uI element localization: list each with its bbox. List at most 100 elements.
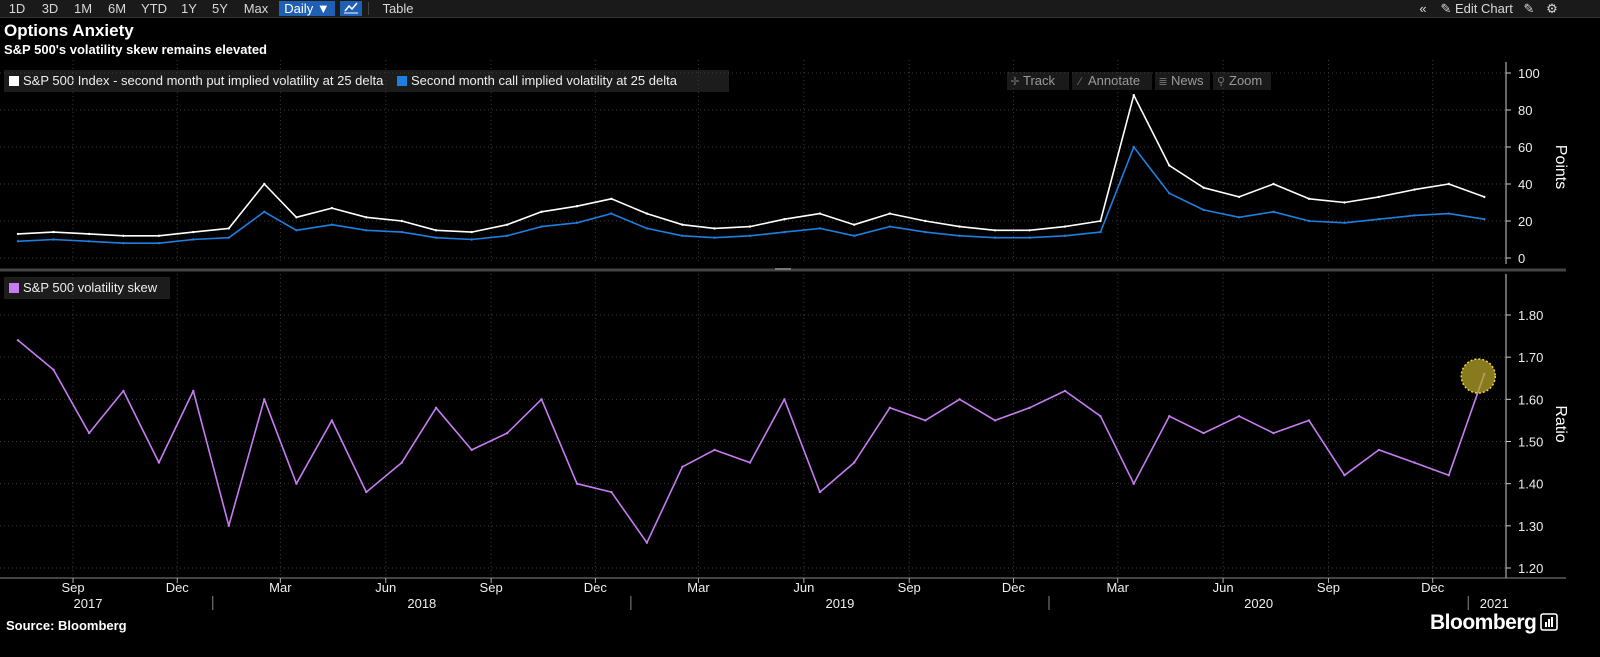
zoom-tool-button[interactable]: ⚲ Zoom [1213, 72, 1271, 90]
data-point [400, 461, 403, 464]
data-point [1307, 197, 1311, 200]
x-tick-label: Dec [1002, 580, 1026, 595]
data-point [645, 212, 649, 215]
year-label: 2021 [1480, 596, 1509, 611]
data-point [1343, 474, 1346, 477]
collapse-left-icon[interactable]: « [1419, 1, 1427, 16]
data-point [888, 225, 891, 228]
latest-value-marker [1460, 358, 1497, 394]
range-1y-button[interactable]: 1Y [181, 1, 197, 16]
top-chart-legend: S&P 500 Index - second month put implied… [4, 70, 729, 92]
data-point [1132, 94, 1136, 97]
magnifier-icon: ⚲ [1216, 76, 1226, 88]
track-tool-label: Track [1023, 73, 1056, 88]
range-3d-button[interactable]: 3D [41, 1, 59, 16]
frequency-label: Daily [284, 1, 314, 16]
range-1d-button[interactable]: 1D [8, 1, 26, 16]
range-1m-button[interactable]: 1M [73, 1, 93, 16]
data-point [16, 232, 20, 236]
gear-icon[interactable]: ⚙ [1546, 1, 1558, 16]
year-label: 2018 [407, 596, 436, 611]
data-point [818, 490, 822, 494]
data-point [958, 225, 961, 228]
data-point [748, 234, 752, 237]
data-point [1168, 192, 1171, 195]
year-label: 2017 [74, 596, 103, 611]
data-point [400, 230, 403, 234]
x-tick-label: Sep [61, 580, 84, 595]
y-tick-label: 1.50 [1518, 435, 1543, 450]
edit-icon[interactable]: ✎ [1523, 1, 1535, 16]
y-tick-label: 1.30 [1518, 519, 1543, 534]
track-tool-button[interactable]: ✛ Track [1007, 72, 1069, 90]
data-point [924, 230, 927, 234]
data-point [1447, 474, 1451, 477]
annotate-tool-label: Annotate [1088, 73, 1141, 88]
call-legend-swatch [397, 76, 407, 86]
data-point [122, 234, 125, 237]
table-button[interactable]: Table [382, 1, 414, 16]
data-point [1483, 195, 1486, 199]
data-point [192, 238, 195, 241]
range-ytd-button[interactable]: YTD [141, 1, 167, 16]
data-point [818, 212, 822, 215]
annotate-tool-button[interactable]: ∕ Annotate [1072, 72, 1152, 90]
news-tool-button[interactable]: ≣ News [1155, 72, 1210, 90]
data-point [157, 234, 161, 237]
x-tick-label: Sep [898, 580, 921, 595]
year-label: 2019 [825, 596, 854, 611]
data-point [1413, 461, 1416, 464]
source-note: Source: Bloomberg [6, 618, 127, 633]
data-point [52, 230, 55, 234]
chart-area: 0 20 40 60 80 100 1.20 1.30 1.40 1.50 1.60 1.70 1.80… [0, 60, 1569, 611]
data-point [1202, 186, 1205, 189]
data-point [470, 238, 473, 241]
data-point [575, 221, 579, 224]
range-max-button[interactable]: Max [243, 1, 269, 16]
y-tick-label: 1.70 [1518, 350, 1543, 365]
data-point [958, 234, 961, 237]
range-6m-button[interactable]: 6M [107, 1, 127, 16]
data-point [330, 206, 334, 210]
data-point [681, 234, 684, 237]
data-point [818, 227, 822, 230]
bloomberg-mark-icon [1540, 613, 1559, 631]
data-point [263, 182, 266, 186]
data-point [52, 238, 55, 241]
chart-subtitle: S&P 500's volatility skew remains elevat… [4, 42, 267, 57]
data-point [365, 216, 368, 219]
data-point [1413, 188, 1416, 191]
series-line-call [17, 146, 1485, 244]
data-point [1307, 219, 1311, 223]
range-5y-button[interactable]: 5Y [212, 1, 228, 16]
x-tick-label: Jun [375, 580, 396, 595]
caret-down-icon: ▼ [316, 1, 330, 16]
data-point [681, 223, 684, 226]
data-point [1377, 448, 1381, 452]
data-point [434, 406, 438, 409]
data-point [1132, 482, 1136, 485]
data-point [1447, 182, 1451, 186]
chart-type-button[interactable] [340, 1, 362, 16]
data-point [295, 216, 298, 219]
data-point [1132, 145, 1136, 149]
pencil-icon: ✎ [1440, 1, 1452, 16]
data-point [993, 229, 997, 232]
data-point [993, 419, 997, 422]
data-point [434, 236, 438, 239]
y-tick-label: 40 [1518, 177, 1532, 192]
data-point [263, 398, 266, 401]
edit-chart-button[interactable]: Edit Chart [1455, 1, 1513, 16]
x-axis: Sep Dec Mar Jun Sep Dec Mar Jun Sep Dec Mar Jun Sep D… [0, 577, 1566, 611]
frequency-select[interactable]: Daily ▼ [279, 1, 335, 16]
data-point [1272, 210, 1275, 213]
data-point [1377, 195, 1381, 199]
x-tick-label: Mar [1107, 580, 1130, 595]
data-point [1237, 415, 1241, 418]
data-point [506, 223, 509, 226]
data-point [993, 236, 997, 239]
data-point [1028, 229, 1031, 232]
data-point [1272, 182, 1275, 186]
data-point [1237, 216, 1241, 219]
data-point [1483, 218, 1486, 221]
